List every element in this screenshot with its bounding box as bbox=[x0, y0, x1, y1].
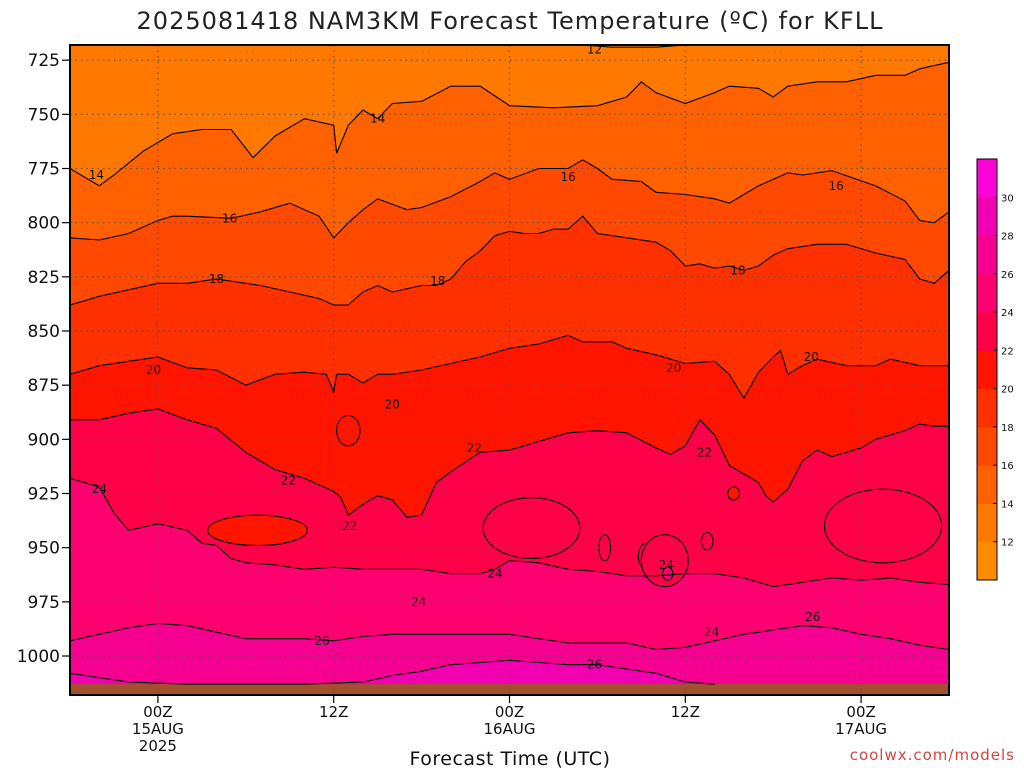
isotherm-label: 26 bbox=[805, 610, 820, 624]
y-tick-label: 875 bbox=[28, 376, 60, 396]
isotherm-label: 20 bbox=[385, 398, 400, 412]
colorbar-label: 14 bbox=[1001, 499, 1014, 510]
colorbar-legend: 12 14 16 18 20 22 24 26 28 30 bbox=[976, 158, 1014, 581]
isotherm-16 bbox=[70, 159, 949, 241]
isotherm-contours bbox=[70, 45, 949, 685]
y-tick-label: 825 bbox=[28, 268, 60, 288]
colorbar-frame bbox=[976, 158, 998, 581]
colorbar-swatch bbox=[977, 541, 997, 581]
colorbar-swatch bbox=[977, 503, 997, 543]
x-tick-label: 12Z bbox=[671, 703, 700, 721]
x-tick-label: 16AUG bbox=[484, 720, 536, 738]
colorbar-label: 22 bbox=[1001, 346, 1014, 357]
colorbar-label: 30 bbox=[1001, 193, 1014, 204]
x-tick-label: 00Z bbox=[143, 703, 172, 721]
colorbar-swatch bbox=[977, 426, 997, 466]
x-tick-label: 00Z bbox=[495, 703, 524, 721]
closed-isotherm bbox=[700, 531, 714, 551]
isotherm-label: 20 bbox=[666, 361, 681, 375]
isotherm-label: 14 bbox=[89, 168, 104, 182]
y-tick-label: 850 bbox=[28, 322, 60, 342]
y-tick-label: 775 bbox=[28, 160, 60, 180]
colorbar-swatch bbox=[977, 350, 997, 390]
y-tick-label: 750 bbox=[28, 105, 60, 125]
grid-lines bbox=[70, 45, 949, 695]
isotherm-label: 18 bbox=[730, 263, 745, 277]
colorbar-swatch bbox=[977, 312, 997, 351]
colorbar-label: 20 bbox=[1001, 385, 1014, 396]
isotherm-label: 18 bbox=[430, 274, 445, 288]
x-tick-label: 15AUG bbox=[132, 720, 184, 738]
closed-isotherm bbox=[207, 514, 308, 547]
x-tick-label: 12Z bbox=[319, 703, 348, 721]
colorbar-label: 12 bbox=[1001, 538, 1014, 549]
y-tick-label: 925 bbox=[28, 485, 60, 505]
colorbar-label: 24 bbox=[1001, 308, 1014, 319]
isotherm-label: 20 bbox=[146, 363, 161, 377]
closed-isotherm bbox=[662, 566, 674, 581]
credit-link[interactable]: coolwx.com/models bbox=[850, 746, 1015, 764]
chart-title: 2025081418 NAM3KM Forecast Temperature (… bbox=[137, 7, 884, 35]
isotherm-label: 22 bbox=[697, 445, 712, 459]
isotherm-label: 16 bbox=[829, 179, 844, 193]
isotherm-label: 24 bbox=[659, 558, 674, 572]
y-tick-label: 800 bbox=[28, 214, 60, 234]
y-tick-label: 725 bbox=[28, 51, 60, 71]
isotherm-label: 22 bbox=[467, 441, 482, 455]
isotherm-12 bbox=[70, 45, 949, 48]
temperature-band bbox=[70, 623, 949, 695]
colorbar-label: 16 bbox=[1001, 461, 1014, 472]
isotherm-label: 16 bbox=[560, 170, 575, 184]
colorbar-swatch bbox=[977, 273, 997, 313]
x-axis-label: Forecast Time (UTC) bbox=[410, 748, 611, 768]
y-tick-label: 950 bbox=[28, 539, 60, 559]
isotherm-label: 24 bbox=[487, 567, 502, 581]
colorbar-swatch bbox=[977, 159, 997, 198]
isotherm-label: 26 bbox=[587, 658, 602, 672]
closed-isotherm bbox=[482, 497, 581, 560]
isotherm-label: 14 bbox=[370, 112, 385, 126]
colorbar-swatch bbox=[977, 235, 997, 275]
isotherm-label: 26 bbox=[314, 634, 329, 648]
colorbar-swatch bbox=[977, 388, 997, 428]
isotherm-label: 22 bbox=[342, 519, 357, 533]
temperature-field bbox=[70, 45, 949, 695]
isotherm-24 bbox=[70, 477, 949, 588]
pressure-axis: 725 750 775 800 825 850 875 900 925 950 975 1000 bbox=[17, 51, 70, 667]
x-tick-label: 00Z bbox=[846, 703, 875, 721]
isotherm-label: 22 bbox=[281, 474, 296, 488]
colorbar-label: 28 bbox=[1001, 232, 1014, 243]
y-tick-label: 1000 bbox=[17, 647, 60, 667]
colorbar-swatch bbox=[977, 197, 997, 237]
isotherm-label: 24 bbox=[92, 482, 107, 496]
closed-isotherm bbox=[823, 488, 943, 564]
isotherm-26 bbox=[70, 622, 949, 651]
isotherm-label: 18 bbox=[209, 272, 224, 286]
y-tick-label: 975 bbox=[28, 593, 60, 613]
isotherm-label: 24 bbox=[411, 595, 426, 609]
colorbar-swatch bbox=[977, 465, 997, 504]
y-tick-label: 900 bbox=[28, 430, 60, 450]
isotherm-18 bbox=[70, 215, 949, 306]
isotherm-14 bbox=[70, 61, 949, 187]
isotherm-label: 24 bbox=[704, 625, 719, 639]
closed-isotherm bbox=[336, 414, 361, 447]
closed-isotherm bbox=[727, 486, 741, 501]
isotherm-26 bbox=[70, 659, 715, 685]
x-tick-label: 17AUG bbox=[835, 720, 887, 738]
isotherm-label: 16 bbox=[222, 211, 237, 225]
isotherm-20 bbox=[70, 334, 949, 400]
colorbar-label: 26 bbox=[1001, 270, 1014, 281]
x-tick-label: 2025 bbox=[139, 737, 177, 755]
colorbar-label: 18 bbox=[1001, 423, 1014, 434]
isotherm-22 bbox=[70, 408, 949, 518]
isotherm-label: 20 bbox=[804, 350, 819, 364]
